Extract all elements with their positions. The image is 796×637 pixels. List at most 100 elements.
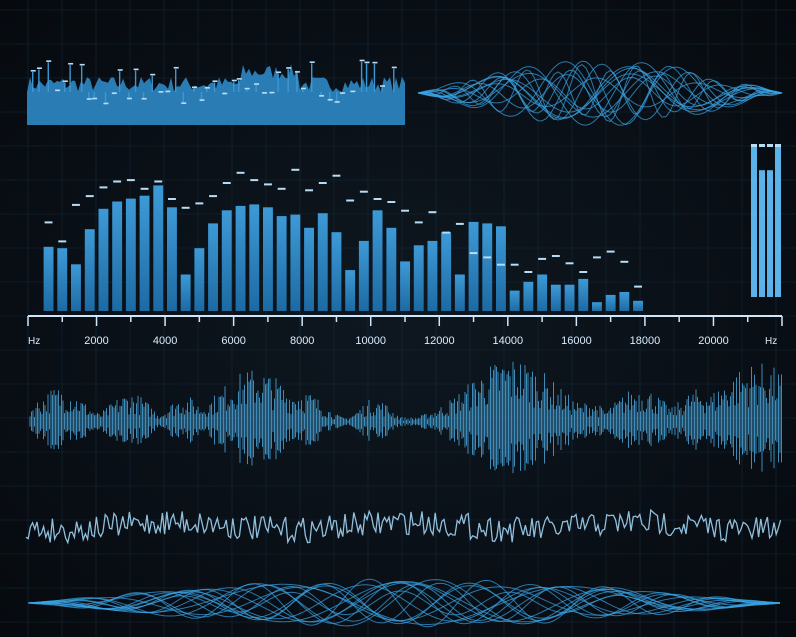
interference-line	[27, 582, 781, 625]
interference-line	[27, 584, 780, 622]
interference-line	[417, 69, 783, 118]
level-meter-bar	[767, 170, 773, 297]
histogram-spike-cap	[181, 102, 187, 104]
spectrum-bar	[482, 223, 493, 311]
interference-line	[417, 62, 783, 126]
spectrum-peak-marker	[414, 221, 423, 224]
spectrum-bar	[194, 248, 205, 311]
spectrum-peak-marker	[85, 195, 94, 198]
histogram-spike-cap	[191, 86, 197, 89]
histogram-spike-cap	[204, 87, 210, 89]
frequency-spectrum-chart	[43, 168, 643, 311]
histogram-spike-cap	[372, 61, 378, 64]
spectrum-bar	[619, 292, 630, 311]
histogram-spike-cap	[86, 98, 92, 100]
spectrum-bar	[208, 223, 218, 311]
spectrum-peak-marker	[483, 256, 492, 259]
spectrum-peak-marker	[387, 201, 396, 203]
spectrum-bar	[496, 226, 506, 311]
audio-waveform	[28, 361, 782, 474]
top-mini-histogram	[27, 59, 405, 125]
spectrum-peak-marker	[620, 260, 629, 263]
spectrum-peak-marker	[126, 179, 135, 182]
level-meter-bar	[759, 170, 765, 297]
spectrum-bar	[509, 290, 520, 311]
histogram-spike-cap	[364, 61, 370, 64]
histogram-spike-cap	[141, 97, 147, 100]
histogram-spike-cap	[350, 90, 356, 93]
spectrum-bar	[304, 227, 314, 311]
histogram-spike-cap	[165, 90, 171, 93]
spectrum-peak-marker	[606, 250, 615, 253]
spectrum-bar	[112, 201, 123, 311]
bottom-interference-lines	[27, 578, 781, 628]
histogram-spike-cap	[380, 85, 386, 87]
level-meter-peak	[775, 144, 781, 147]
noise-signal-line	[25, 508, 782, 545]
histogram-spike-cap	[62, 80, 68, 83]
histogram-spike-cap	[68, 62, 74, 65]
spectrum-bar	[98, 208, 109, 311]
interference-line	[417, 77, 783, 108]
histogram-spike-cap	[309, 61, 315, 63]
spectrum-peak-marker	[195, 202, 204, 205]
spectrum-peak-marker	[264, 183, 272, 186]
spectrum-peak-marker	[291, 168, 300, 171]
spectrum-peak-marker	[154, 180, 163, 183]
histogram-spike-cap	[236, 78, 242, 80]
axis-tick-label: 18000	[630, 335, 661, 347]
spectrum-peak-marker	[428, 211, 437, 214]
histogram-spike-cap	[269, 91, 275, 94]
spectrum-bar	[441, 232, 452, 311]
interference-line	[417, 71, 783, 118]
spectrum-peak-marker	[538, 257, 547, 260]
spectrum-peak-marker	[113, 180, 122, 183]
histogram-spike-cap	[294, 71, 300, 73]
axis-tick-label: 20000	[698, 335, 729, 347]
spectrum-bar	[372, 210, 383, 311]
histogram-spike-cap	[286, 67, 292, 69]
histogram-spike-cap	[244, 87, 250, 90]
noise-line-path	[25, 508, 782, 545]
spectrum-bar	[167, 207, 177, 311]
spectrum-peak-marker	[236, 171, 245, 174]
histogram-spike-cap	[391, 66, 397, 69]
histogram-spike-cap	[55, 89, 61, 92]
interference-line	[27, 582, 781, 624]
spectrum-peak-marker	[373, 198, 382, 200]
spectrum-bar	[413, 245, 424, 311]
spectrum-bar	[276, 216, 287, 311]
axis-tick-label: 2000	[84, 335, 108, 347]
histogram-spike-cap	[103, 102, 109, 105]
spectrum-peak-marker	[346, 199, 355, 202]
spectrum-peak-marker	[140, 187, 149, 190]
spectrum-peak-marker	[455, 222, 464, 225]
spectrum-bar	[564, 284, 575, 311]
spectrum-peak-marker	[99, 186, 108, 189]
axis-unit-right: Hz	[765, 336, 777, 347]
histogram-spike-cap	[254, 83, 260, 85]
histogram-spike-cap	[334, 101, 340, 103]
spectrum-peak-marker	[524, 271, 533, 273]
histogram-spike-cap	[158, 91, 164, 93]
spectrum-peak-marker	[181, 206, 190, 209]
histogram-spike-cap	[133, 68, 139, 71]
histogram-spike-cap	[150, 73, 156, 76]
spectrum-bar	[331, 232, 342, 311]
axis-tick-label: 8000	[290, 335, 314, 347]
histogram-spike-cap	[340, 92, 346, 94]
histogram-spike-cap	[79, 63, 85, 66]
spectrum-peak-marker	[359, 190, 368, 193]
histogram-spike-cap	[222, 92, 228, 95]
axis-tick-label: 14000	[493, 335, 524, 347]
histogram-spike-cap	[173, 66, 179, 69]
spectrum-peak-marker	[579, 271, 588, 273]
histogram-spike-cap	[46, 60, 52, 62]
axis-tick-label: 16000	[561, 335, 592, 347]
spectrum-bar	[550, 284, 561, 311]
spectrum-bar	[400, 261, 410, 311]
histogram-spike-cap	[212, 80, 218, 82]
spectrum-bar	[317, 213, 328, 311]
spectrum-peak-marker	[551, 255, 560, 257]
spectrum-bar	[633, 300, 643, 311]
